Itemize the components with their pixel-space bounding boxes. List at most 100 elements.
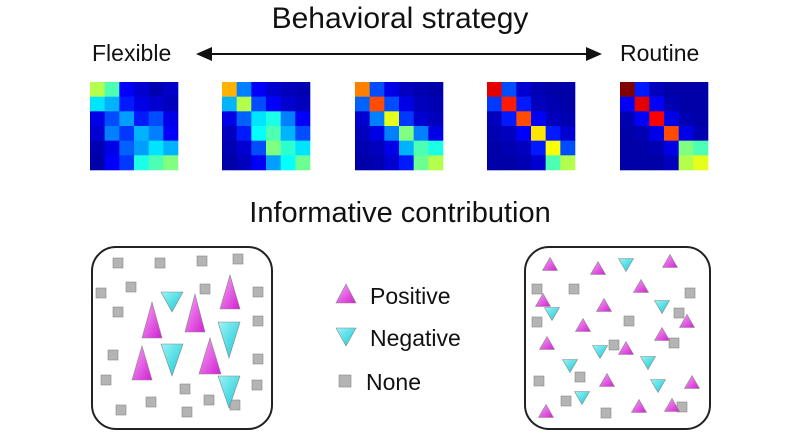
none-marker	[181, 406, 193, 418]
matrix-cell	[295, 82, 311, 97]
none-marker	[531, 283, 543, 295]
none-marker	[252, 286, 264, 298]
matrix-cell	[487, 126, 502, 141]
none-marker	[684, 287, 696, 299]
matrix-cell	[545, 82, 561, 97]
matrix-cell	[678, 140, 694, 156]
positive-marker	[198, 336, 222, 375]
matrix-cell	[545, 126, 561, 141]
matrix-cell	[693, 126, 709, 141]
matrix-cell	[236, 140, 252, 156]
matrix-cell	[384, 82, 400, 97]
matrix-cell	[545, 111, 561, 127]
positive-marker	[541, 256, 559, 271]
matrix-cell	[119, 111, 135, 127]
matrix-cell	[516, 126, 532, 141]
positive-marker	[598, 372, 616, 387]
matrix-cell	[236, 96, 252, 112]
matrix-cell	[119, 82, 135, 97]
matrix-cell	[266, 155, 281, 171]
matrix-cell	[664, 82, 679, 97]
matrix-cell	[531, 96, 546, 112]
positive-marker	[617, 340, 635, 355]
matrix-cell	[664, 96, 679, 112]
matrix-cell	[355, 111, 370, 127]
matrix-cell	[280, 140, 296, 156]
matrix-cell	[119, 126, 135, 141]
matrix-cell	[487, 82, 502, 97]
matrix-cell	[649, 126, 665, 141]
matrix-cell	[487, 155, 502, 171]
legend	[335, 283, 357, 388]
matrix-cell	[90, 82, 105, 97]
matrix-cell	[649, 111, 665, 127]
matrix-cell	[634, 126, 650, 141]
positive-marker	[537, 403, 555, 418]
positive-marker	[683, 374, 701, 389]
matrix-cell	[501, 96, 517, 112]
flexible-label: Flexible	[92, 40, 172, 66]
strategy-axis-arrow	[196, 47, 602, 61]
matrix-cell	[90, 140, 105, 156]
matrix-cell	[413, 111, 429, 127]
matrix-cell	[236, 111, 252, 127]
matrix-cell	[251, 140, 267, 156]
matrix-cell	[516, 155, 532, 171]
matrix-cell	[620, 155, 635, 171]
negative-marker	[639, 356, 657, 371]
matrix-cell	[266, 111, 281, 127]
matrix-cell	[222, 126, 237, 141]
negative-marker	[561, 359, 579, 374]
matrix-cell	[428, 96, 444, 112]
matrix-cell	[222, 82, 237, 97]
negative-marker	[160, 291, 184, 313]
matrix-cell	[134, 96, 149, 112]
none-marker	[623, 315, 635, 327]
matrix-cell	[369, 155, 385, 171]
none-marker	[673, 307, 685, 319]
matrix-cell	[399, 126, 414, 141]
matrix-cell	[134, 140, 149, 156]
none-marker	[568, 283, 580, 295]
matrix-cell	[236, 126, 252, 141]
routine-population-box	[524, 246, 711, 430]
matrix-cell	[355, 96, 370, 112]
matrix-cell	[487, 140, 502, 156]
positive-marker	[131, 344, 153, 381]
matrix-cell	[413, 126, 429, 141]
correlation-matrix	[620, 82, 709, 171]
matrix-cell	[664, 155, 679, 171]
matrix-cell	[90, 155, 105, 171]
matrix-cell	[634, 155, 650, 171]
matrix-cell	[369, 82, 385, 97]
matrix-cell	[399, 82, 414, 97]
none-marker	[95, 287, 107, 299]
matrix-cell	[413, 82, 429, 97]
matrix-cell	[487, 111, 502, 127]
matrix-cell	[678, 111, 694, 127]
matrix-cell	[399, 140, 414, 156]
none-marker	[100, 374, 112, 386]
matrix-cell	[119, 96, 135, 112]
matrix-cell	[693, 111, 709, 127]
legend-positive-label: Positive	[370, 283, 451, 309]
positive-marker	[219, 273, 241, 310]
matrix-cell	[266, 140, 281, 156]
matrix-cell	[501, 155, 517, 171]
positive-marker	[632, 278, 650, 293]
matrix-cell	[516, 96, 532, 112]
negative-marker	[653, 300, 671, 315]
matrix-cell	[428, 126, 444, 141]
none-marker	[115, 404, 127, 416]
matrix-cell	[384, 155, 400, 171]
matrix-cell	[104, 126, 120, 141]
matrix-cell	[251, 96, 267, 112]
matrix-cell	[134, 126, 149, 141]
matrix-cell	[560, 140, 576, 156]
correlation-matrix	[355, 82, 444, 171]
matrix-cell	[222, 140, 237, 156]
matrix-cell	[148, 155, 164, 171]
negative-marker	[160, 343, 184, 377]
matrix-cell	[222, 96, 237, 112]
none-marker	[574, 371, 586, 383]
